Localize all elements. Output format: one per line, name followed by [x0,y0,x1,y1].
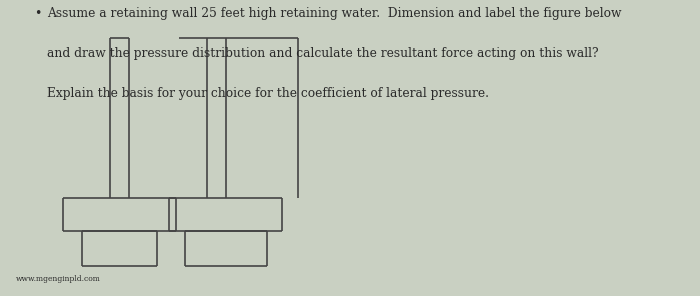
Text: •: • [34,7,42,20]
Text: and draw the pressure distribution and calculate the resultant force acting on t: and draw the pressure distribution and c… [47,47,598,60]
Text: Assume a retaining wall 25 feet high retaining water.  Dimension and label the f: Assume a retaining wall 25 feet high ret… [47,7,622,20]
Text: Explain the basis for your choice for the coefficient of lateral pressure.: Explain the basis for your choice for th… [47,87,489,100]
Text: www.mgenginpld.com: www.mgenginpld.com [15,275,101,283]
